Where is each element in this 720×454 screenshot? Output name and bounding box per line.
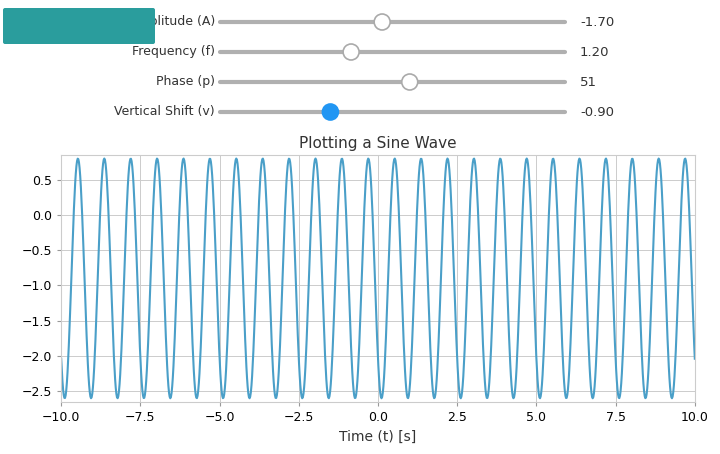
Text: Vertical Shift (v): Vertical Shift (v) xyxy=(114,105,215,118)
Text: Amplitude (A): Amplitude (A) xyxy=(129,15,215,29)
Text: Phase (p): Phase (p) xyxy=(156,75,215,89)
FancyBboxPatch shape xyxy=(3,8,155,44)
Ellipse shape xyxy=(323,104,338,120)
Text: 51: 51 xyxy=(580,75,597,89)
Text: 1.20: 1.20 xyxy=(580,45,610,59)
Text: -0.90: -0.90 xyxy=(580,105,614,118)
Text: Frequency (f): Frequency (f) xyxy=(132,45,215,59)
Ellipse shape xyxy=(402,74,418,90)
Title: Plotting a Sine Wave: Plotting a Sine Wave xyxy=(300,136,456,151)
Ellipse shape xyxy=(343,44,359,60)
Text: -1.70: -1.70 xyxy=(580,15,614,29)
X-axis label: Time (t) [s]: Time (t) [s] xyxy=(339,429,417,444)
Text: Continuous update: Continuous update xyxy=(17,20,142,33)
Ellipse shape xyxy=(374,14,390,30)
